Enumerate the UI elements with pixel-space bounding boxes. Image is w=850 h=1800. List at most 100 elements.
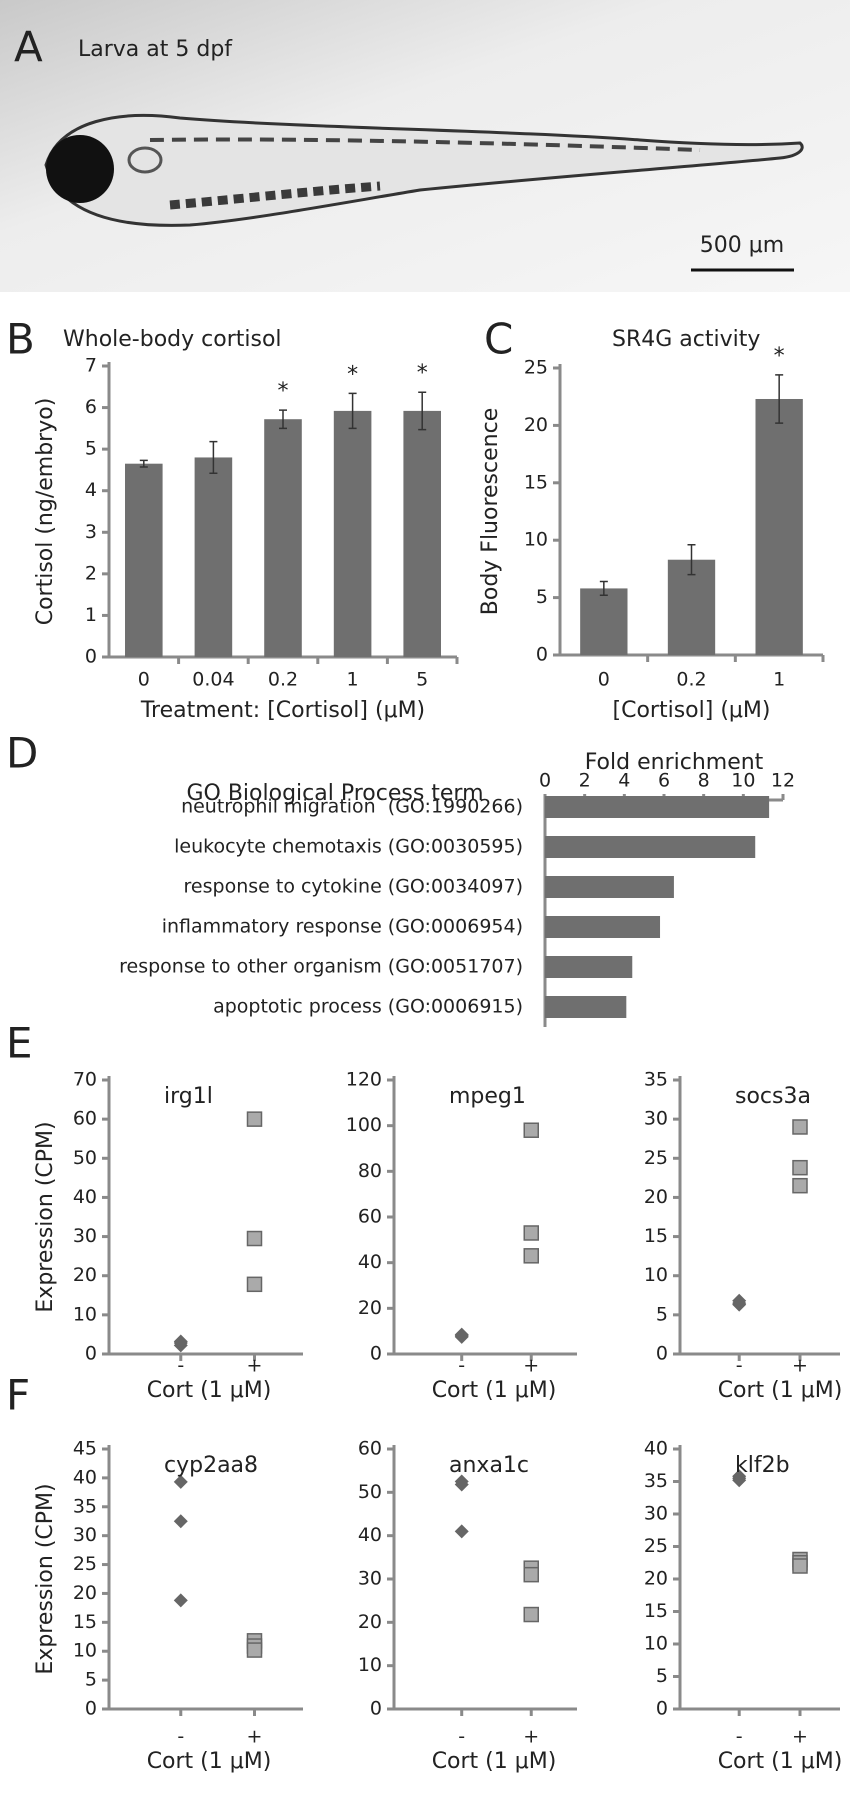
- y-tick-label: 35: [644, 1470, 668, 1492]
- x-tick-label: 12: [771, 770, 795, 792]
- point: [792, 1119, 808, 1135]
- panel-letter: A: [14, 23, 43, 72]
- y-tick-label: 30: [644, 1503, 668, 1525]
- chart-title: Whole-body cortisol: [63, 327, 282, 352]
- category-label: inflammatory response (GO:0006954): [162, 916, 523, 938]
- x-tick-label: +: [523, 1355, 539, 1377]
- bar: [264, 419, 302, 657]
- y-tick-label: 7: [85, 355, 97, 377]
- category-label: response to other organism (GO:0051707): [119, 956, 523, 978]
- x-tick-label: 8: [698, 770, 710, 792]
- larva-yolk: [169, 181, 381, 210]
- y-tick-label: 0: [370, 1698, 382, 1720]
- error-bar: [139, 459, 148, 468]
- chart-title: irg1l: [164, 1084, 213, 1109]
- y-tick-label: 100: [346, 1114, 382, 1136]
- point: [246, 1111, 263, 1127]
- y-tick-label: 25: [644, 1535, 668, 1557]
- y-tick-label: 60: [358, 1438, 382, 1460]
- y-tick-label: 40: [73, 1466, 97, 1488]
- bar: [580, 588, 628, 655]
- y-tick-label: 30: [73, 1524, 97, 1546]
- x-tick-label: 0: [539, 770, 551, 792]
- chart-title: mpeg1: [449, 1084, 526, 1109]
- point: [523, 1606, 539, 1623]
- y-tick-label: 30: [644, 1108, 668, 1130]
- y-tick-label: 20: [524, 414, 548, 436]
- bar: [545, 916, 661, 938]
- point: [454, 1524, 469, 1539]
- error-bar: [775, 374, 784, 424]
- y-tick-label: 35: [644, 1069, 668, 1091]
- chart-title: anxa1c: [449, 1453, 529, 1478]
- point: [523, 1248, 539, 1264]
- point: [246, 1230, 263, 1247]
- point: [523, 1225, 539, 1241]
- x-axis-label: Cort (1 μM): [718, 1378, 843, 1403]
- x-axis-label: Treatment: [Cortisol] (μM): [140, 698, 425, 723]
- point: [523, 1566, 539, 1583]
- bar: [545, 956, 633, 978]
- bar: [755, 398, 803, 655]
- y-tick-label: 60: [358, 1206, 382, 1228]
- x-tick-label: 2: [579, 770, 591, 792]
- y-tick-label: 6: [85, 396, 97, 418]
- y-tick-label: 25: [73, 1553, 97, 1575]
- point: [246, 1642, 263, 1658]
- x-tick-label: 0.2: [676, 669, 706, 691]
- y-tick-label: 35: [73, 1495, 97, 1517]
- y-tick-label: 10: [73, 1303, 97, 1325]
- y-tick-label: 0: [85, 1698, 97, 1720]
- chart-title: SR4G activity: [612, 327, 760, 352]
- x-tick-label: 0: [598, 669, 610, 691]
- y-tick-label: 20: [644, 1186, 668, 1208]
- y-tick-label: 5: [656, 1665, 668, 1687]
- x-tick-label: -: [177, 1726, 184, 1748]
- error-bar: [348, 392, 357, 430]
- point: [173, 1474, 188, 1489]
- panel-a: A Larva at 5 dpf 500 μm: [0, 0, 850, 292]
- point: [792, 1558, 808, 1574]
- x-axis-label: Cort (1 μM): [147, 1378, 272, 1403]
- x-tick-label: 5: [416, 669, 428, 691]
- y-tick-label: 10: [73, 1640, 97, 1662]
- point: [792, 1177, 808, 1194]
- x-tick-label: 6: [658, 770, 670, 792]
- y-tick-label: 0: [656, 1698, 668, 1720]
- y-tick-label: 70: [73, 1069, 97, 1091]
- y-tick-label: 0: [536, 644, 548, 666]
- panel-letter: F: [6, 1371, 30, 1420]
- error-bar: [209, 440, 218, 475]
- x-axis-label: [Cortisol] (μM): [613, 698, 771, 723]
- y-tick-label: 40: [73, 1186, 97, 1208]
- bar: [545, 836, 756, 858]
- bar: [194, 457, 233, 657]
- significance-marker: *: [278, 379, 289, 404]
- point: [173, 1593, 188, 1608]
- point: [792, 1159, 808, 1176]
- y-tick-label: 2: [85, 562, 97, 584]
- x-tick-label: +: [792, 1726, 808, 1748]
- panel-letter: C: [484, 315, 513, 364]
- bar: [333, 410, 372, 657]
- y-tick-label: 10: [644, 1264, 668, 1286]
- x-tick-label: -: [177, 1355, 184, 1377]
- y-tick-label: 15: [644, 1225, 668, 1247]
- x-tick-label: 0: [138, 669, 150, 691]
- point: [246, 1276, 263, 1293]
- y-tick-label: 60: [73, 1108, 97, 1130]
- bar: [403, 410, 441, 657]
- x-tick-label: +: [247, 1355, 263, 1377]
- significance-marker: *: [347, 362, 358, 387]
- x-axis-label: Cort (1 μM): [147, 1749, 272, 1774]
- y-axis-label: Expression (CPM): [33, 1483, 58, 1674]
- panel-letter: D: [6, 729, 38, 778]
- category-label: apoptotic process (GO:0006915): [213, 996, 523, 1018]
- y-tick-label: 20: [358, 1297, 382, 1319]
- bar: [545, 876, 674, 898]
- point: [173, 1514, 188, 1529]
- panel-label: Larva at 5 dpf: [78, 37, 233, 62]
- category-label: neutrophil migration (GO:1990266): [181, 796, 523, 818]
- category-label: leukocyte chemotaxis (GO:0030595): [174, 836, 523, 858]
- error-bar: [418, 391, 427, 431]
